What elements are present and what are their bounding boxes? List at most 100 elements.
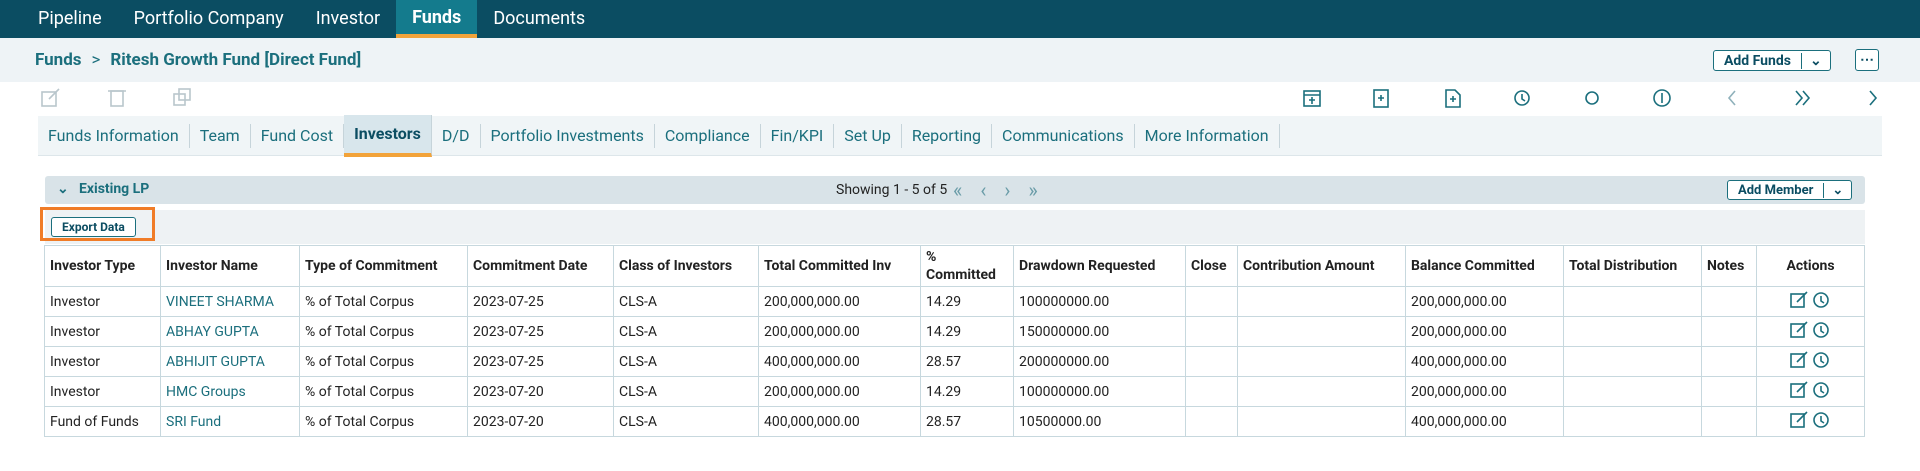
investor-link[interactable]: SRI Fund — [161, 407, 300, 437]
tab[interactable]: Fund Cost — [251, 124, 344, 148]
add-funds[interactable]: Add Funds ⌄ — [1713, 50, 1831, 71]
column-header: Notes — [1702, 246, 1757, 287]
investor-link[interactable]: ABHIJIT GUPTA — [161, 347, 300, 377]
cell: % of Total Corpus — [300, 377, 468, 407]
nav-item[interactable]: Documents — [477, 0, 601, 38]
cell: 200,000,000.00 — [759, 377, 921, 407]
column-header: Investor Name — [161, 246, 300, 287]
column-header: Investor Type — [45, 246, 161, 287]
action-icons[interactable] — [1789, 410, 1833, 430]
cell: 2023-07-25 — [468, 347, 614, 377]
cell — [1186, 287, 1238, 317]
investor-link[interactable]: VINEET SHARMA — [161, 287, 300, 317]
cell: CLS-A — [614, 347, 759, 377]
cell: 14.29 — [921, 287, 1014, 317]
column-header: Drawdown Requested — [1014, 246, 1186, 287]
lp-table: Investor TypeInvestor NameType of Commit… — [44, 245, 1865, 437]
tab[interactable]: Investors — [344, 115, 432, 157]
cell: % of Total Corpus — [300, 407, 468, 437]
cell — [1238, 317, 1406, 347]
cell: 200,000,000.00 — [759, 317, 921, 347]
cell: Fund of Funds — [45, 407, 161, 437]
add-member-label: Add Member — [1728, 183, 1823, 198]
investor-link[interactable]: HMC Groups — [161, 377, 300, 407]
tab[interactable]: Fin/KPI — [761, 124, 835, 148]
nav-item[interactable]: Portfolio Company — [118, 0, 300, 38]
cell — [1564, 347, 1702, 377]
cell: CLS-A — [614, 317, 759, 347]
more[interactable]: ⋯ — [1855, 49, 1879, 71]
actions-cell — [1757, 317, 1865, 347]
cell — [1186, 407, 1238, 437]
cell: Investor — [45, 317, 161, 347]
tab[interactable]: Funds Information — [38, 124, 190, 148]
actions-cell — [1757, 407, 1865, 437]
cell: 150000000.00 — [1014, 317, 1186, 347]
cell: 400,000,000.00 — [759, 347, 921, 377]
dropdown[interactable]: ⌄ — [1801, 53, 1830, 69]
tab[interactable]: Communications — [992, 124, 1135, 148]
cell: % of Total Corpus — [300, 317, 468, 347]
action-icons[interactable] — [1789, 380, 1833, 400]
cell: 28.57 — [921, 407, 1014, 437]
cell — [1186, 347, 1238, 377]
cell: 14.29 — [921, 377, 1014, 407]
separator: > — [92, 50, 101, 70]
toolbar — [0, 82, 1920, 116]
cell: CLS-A — [614, 407, 759, 437]
cell: 28.57 — [921, 347, 1014, 377]
cell — [1702, 287, 1757, 317]
pager-buttons[interactable]: «‹›» — [953, 178, 1056, 202]
tab[interactable]: Compliance — [655, 124, 761, 148]
cell — [1238, 377, 1406, 407]
cell: 10500000.00 — [1014, 407, 1186, 437]
breadcrumb: Funds > Ritesh Growth Fund [Direct Fund]… — [0, 38, 1920, 82]
tab[interactable]: Team — [190, 124, 251, 148]
cell — [1238, 407, 1406, 437]
cell: 200000000.00 — [1014, 347, 1186, 377]
cell: CLS-A — [614, 287, 759, 317]
tab[interactable]: D/D — [432, 124, 481, 148]
action-icons[interactable] — [1789, 350, 1833, 370]
column-header: Balance Committed — [1406, 246, 1564, 287]
cell: % of Total Corpus — [300, 347, 468, 377]
cell — [1702, 347, 1757, 377]
tab[interactable]: More Information — [1135, 124, 1280, 148]
action-icons[interactable] — [1789, 290, 1833, 310]
cell: 400,000,000.00 — [1406, 407, 1564, 437]
cell: CLS-A — [614, 377, 759, 407]
cell — [1564, 287, 1702, 317]
export-button[interactable]: Export Data — [51, 217, 136, 237]
action-icons[interactable] — [1789, 320, 1833, 340]
cell: 2023-07-20 — [468, 377, 614, 407]
add-member[interactable]: Add Member ⌄ — [1727, 180, 1852, 200]
section-title: Existing LP — [79, 181, 149, 197]
cell: Investor — [45, 347, 161, 377]
section-toggle[interactable]: ⌄ — [57, 181, 69, 197]
column-header: % Committed — [921, 246, 1014, 287]
table-row: InvestorHMC Groups% of Total Corpus2023-… — [45, 377, 1865, 407]
cell: 14.29 — [921, 317, 1014, 347]
column-header: Commitment Date — [468, 246, 614, 287]
cell: 100000000.00 — [1014, 377, 1186, 407]
tab[interactable]: Portfolio Investments — [481, 124, 655, 148]
tab[interactable]: Reporting — [902, 124, 992, 148]
cell: 2023-07-25 — [468, 317, 614, 347]
cell — [1702, 377, 1757, 407]
nav-item[interactable]: Pipeline — [22, 0, 118, 38]
column-header: Class of Investors — [614, 246, 759, 287]
cell — [1702, 317, 1757, 347]
cell: 2023-07-25 — [468, 287, 614, 317]
cell — [1564, 377, 1702, 407]
investor-link[interactable]: ABHAY GUPTA — [161, 317, 300, 347]
cell: 400,000,000.00 — [1406, 347, 1564, 377]
column-header: Actions — [1757, 246, 1865, 287]
table-row: InvestorVINEET SHARMA% of Total Corpus20… — [45, 287, 1865, 317]
crumb-root[interactable]: Funds — [35, 50, 82, 70]
nav-item[interactable]: Investor — [300, 0, 396, 38]
cell — [1238, 347, 1406, 377]
tool-icons[interactable] — [1304, 90, 1876, 107]
tab[interactable]: Set Up — [834, 124, 902, 148]
nav-item[interactable]: Funds — [396, 0, 477, 38]
dropdown[interactable]: ⌄ — [1823, 183, 1851, 198]
